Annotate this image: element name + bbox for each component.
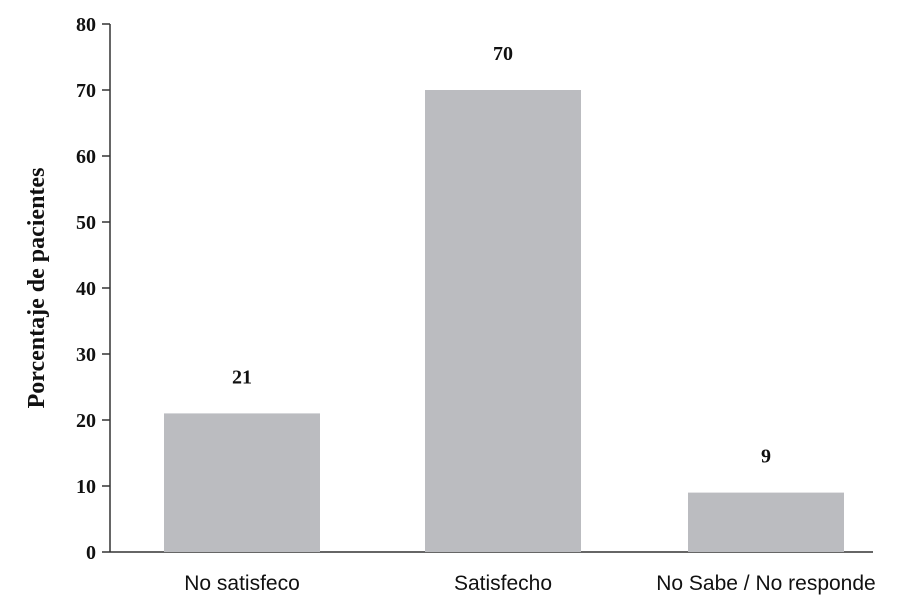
x-category-label: No satisfeco — [184, 572, 300, 595]
y-axis: 0 10 20 30 40 50 60 70 80 — [76, 14, 111, 564]
x-category-label: No Sabe / No responde — [656, 572, 875, 595]
y-tick-label: 0 — [86, 542, 96, 564]
y-tick-label: 10 — [76, 476, 96, 498]
bar-value-label: 21 — [232, 366, 252, 388]
y-tick-label: 60 — [76, 146, 96, 168]
y-tick-label: 50 — [76, 212, 96, 234]
y-tick-label: 40 — [76, 278, 96, 300]
y-tick-label: 30 — [76, 344, 96, 366]
y-tick-label: 20 — [76, 410, 96, 432]
x-category-label: Satisfecho — [454, 572, 552, 595]
y-axis-title: Porcentaje de pacientes — [24, 168, 50, 409]
y-tick-label: 70 — [76, 80, 96, 102]
data-labels-group: 21 70 9 — [232, 43, 771, 468]
bars-group — [164, 90, 844, 552]
bar-value-label: 9 — [761, 446, 771, 468]
bar — [425, 90, 581, 552]
category-labels-group: No satisfeco Satisfecho No Sabe / No respo… — [184, 572, 876, 595]
bar-value-label: 70 — [493, 43, 513, 65]
bar — [164, 413, 320, 552]
y-tick-label: 80 — [76, 14, 96, 36]
bar — [688, 492, 844, 552]
